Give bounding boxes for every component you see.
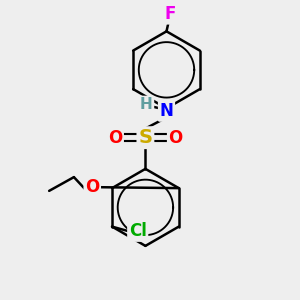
Text: Cl: Cl — [129, 222, 147, 240]
Text: O: O — [108, 129, 122, 147]
Text: F: F — [164, 5, 176, 23]
Text: O: O — [85, 178, 99, 196]
Text: O: O — [169, 129, 183, 147]
Text: S: S — [138, 128, 152, 147]
Text: H: H — [140, 97, 153, 112]
Text: N: N — [160, 102, 173, 120]
